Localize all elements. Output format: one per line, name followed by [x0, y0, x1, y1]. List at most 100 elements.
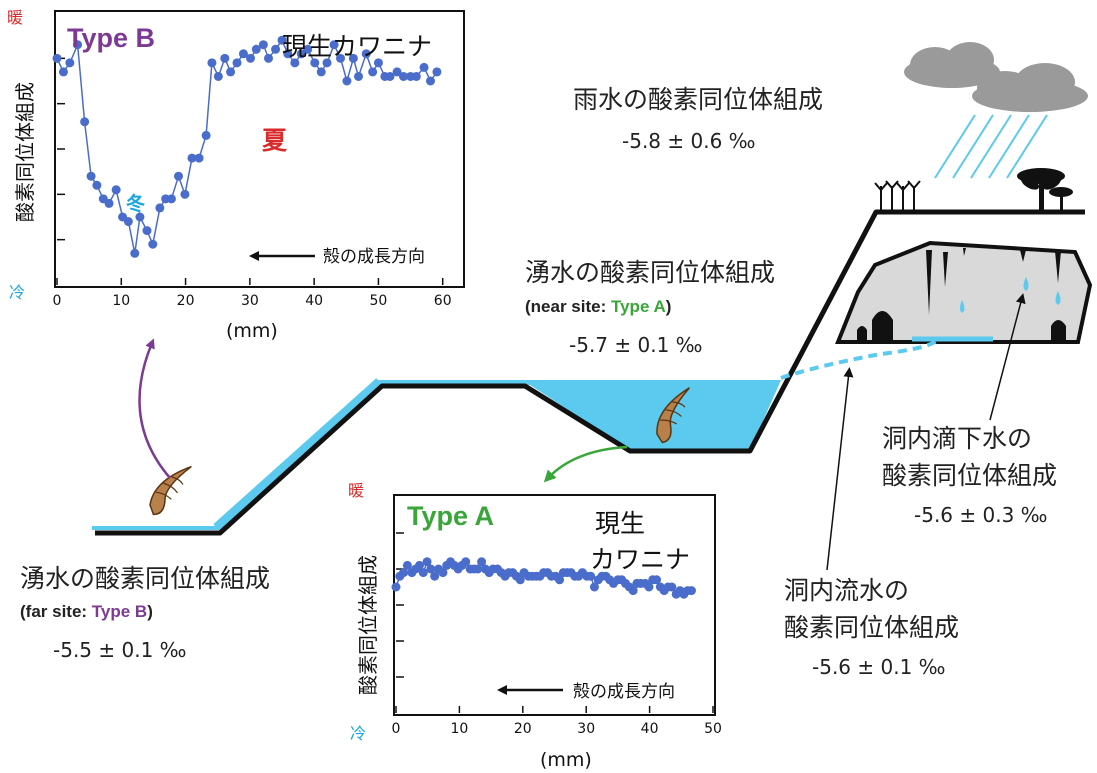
data-point [220, 53, 230, 63]
arrow-stream-pointer [826, 367, 854, 571]
chart-b-winter: 冬 [126, 192, 145, 215]
data-point [123, 217, 133, 227]
data-point [348, 53, 358, 63]
stream-value: -5.6 ± 0.1 ‰ [812, 655, 946, 679]
chart-b-frame [54, 10, 465, 288]
data-point [303, 44, 313, 54]
data-point [438, 568, 448, 578]
data-point [194, 153, 204, 163]
chart-a-warm: 暖 [348, 481, 364, 500]
chart-a-frame [393, 494, 716, 716]
data-point [432, 67, 442, 77]
chart-b-summer: 夏 [262, 126, 288, 155]
data-point [391, 582, 401, 592]
limestone-cave [835, 240, 1093, 344]
data-point [322, 58, 332, 68]
rain-cloud-icon [904, 42, 1088, 112]
data-point [264, 53, 273, 63]
data-point [422, 557, 432, 567]
data-point [555, 575, 565, 585]
spring-far-site: (far site: Type B) [20, 602, 153, 621]
data-point [232, 58, 242, 68]
data-point [92, 180, 102, 190]
data-point [86, 171, 96, 181]
data-point [111, 185, 121, 195]
data-point [142, 226, 152, 236]
ground-slope-light [213, 378, 380, 528]
data-point [290, 58, 300, 68]
data-point [310, 58, 320, 68]
data-point [207, 58, 217, 68]
data-point [426, 564, 436, 574]
spring-near-site-suffix: ) [666, 297, 672, 316]
data-point [155, 203, 165, 213]
spring-far-title: 湧水の酸素同位体組成 [20, 564, 270, 593]
data-point [354, 71, 363, 81]
data-point [130, 248, 140, 258]
data-point [399, 568, 409, 578]
data-point [104, 198, 114, 208]
data-point [402, 560, 412, 570]
x-tick-label: 0 [53, 293, 62, 309]
data-point [686, 586, 696, 596]
chart-b-growth-label: 殻の成長方向 [323, 247, 425, 267]
data-point [238, 49, 248, 59]
spring-far-site-prefix: (far site: [20, 602, 92, 621]
data-point [148, 239, 158, 249]
data-point [58, 67, 68, 77]
chart-b-xlabel: (mm) [226, 320, 278, 342]
chart-a-ylabel: 酸素同位体組成 [356, 555, 380, 695]
data-point [628, 586, 638, 596]
x-tick-label: 40 [641, 721, 659, 737]
drip-title-1: 洞内滴下水の [882, 424, 1032, 453]
spring-near-site-prefix: (near site: [525, 297, 611, 316]
rain-value: -5.8 ± 0.6 ‰ [622, 129, 756, 153]
data-point [251, 44, 261, 54]
data-point [589, 582, 599, 592]
data-point [411, 71, 421, 81]
data-point [667, 582, 677, 592]
data-point [329, 40, 339, 50]
data-point [399, 71, 408, 81]
stalagmite-icons [857, 311, 1066, 342]
data-point [296, 49, 306, 59]
x-tick-label: 30 [577, 721, 595, 737]
spring-near-title: 湧水の酸素同位体組成 [525, 258, 775, 287]
data-point [430, 571, 440, 581]
data-point [392, 67, 402, 77]
x-tick-label: 20 [514, 721, 532, 737]
data-point [73, 40, 83, 50]
spring-far-site-suffix: ) [147, 602, 153, 621]
shell-icon-far [149, 465, 192, 516]
x-tick-label: 20 [177, 293, 195, 309]
data-point [473, 564, 483, 574]
data-point [213, 71, 223, 81]
data-point [166, 194, 176, 204]
stream-title-2: 酸素同位体組成 [784, 613, 959, 642]
chart-a-xlabel: (mm) [540, 749, 592, 771]
rain-drops-icon [934, 114, 1048, 179]
arrow-far-to-typeB [138, 338, 171, 479]
arrow-drip-pointer [989, 293, 1026, 421]
arrow-near-to-typeA [543, 445, 628, 483]
data-point [652, 575, 662, 585]
chart-b-tag: Type B [67, 23, 155, 53]
sugarcane-icon [874, 180, 921, 210]
data-point [52, 53, 62, 63]
chart-a-species-1: 現生 [595, 509, 645, 538]
chart-a-growth-label: 殻の成長方向 [573, 682, 675, 702]
palm-tree-icon [1017, 168, 1073, 212]
shell-icon-near [656, 387, 691, 444]
data-point [316, 67, 326, 77]
chart-type-b: 0 10 20 30 40 50 60 Type B 現生カワニナ 夏 冬 殻の成長方向 暖… [7, 8, 465, 342]
data-point [477, 557, 487, 567]
x-tick-label: 40 [305, 293, 323, 309]
x-tick-label: 50 [370, 293, 388, 309]
data-point [258, 40, 268, 50]
cave-outflow-dashed [780, 338, 940, 380]
x-tick-label: 30 [241, 293, 259, 309]
data-point [201, 130, 211, 140]
chart-b-warm: 暖 [7, 8, 23, 27]
x-tick-label: 10 [450, 721, 468, 737]
chart-a-tag: Type A [407, 501, 494, 531]
